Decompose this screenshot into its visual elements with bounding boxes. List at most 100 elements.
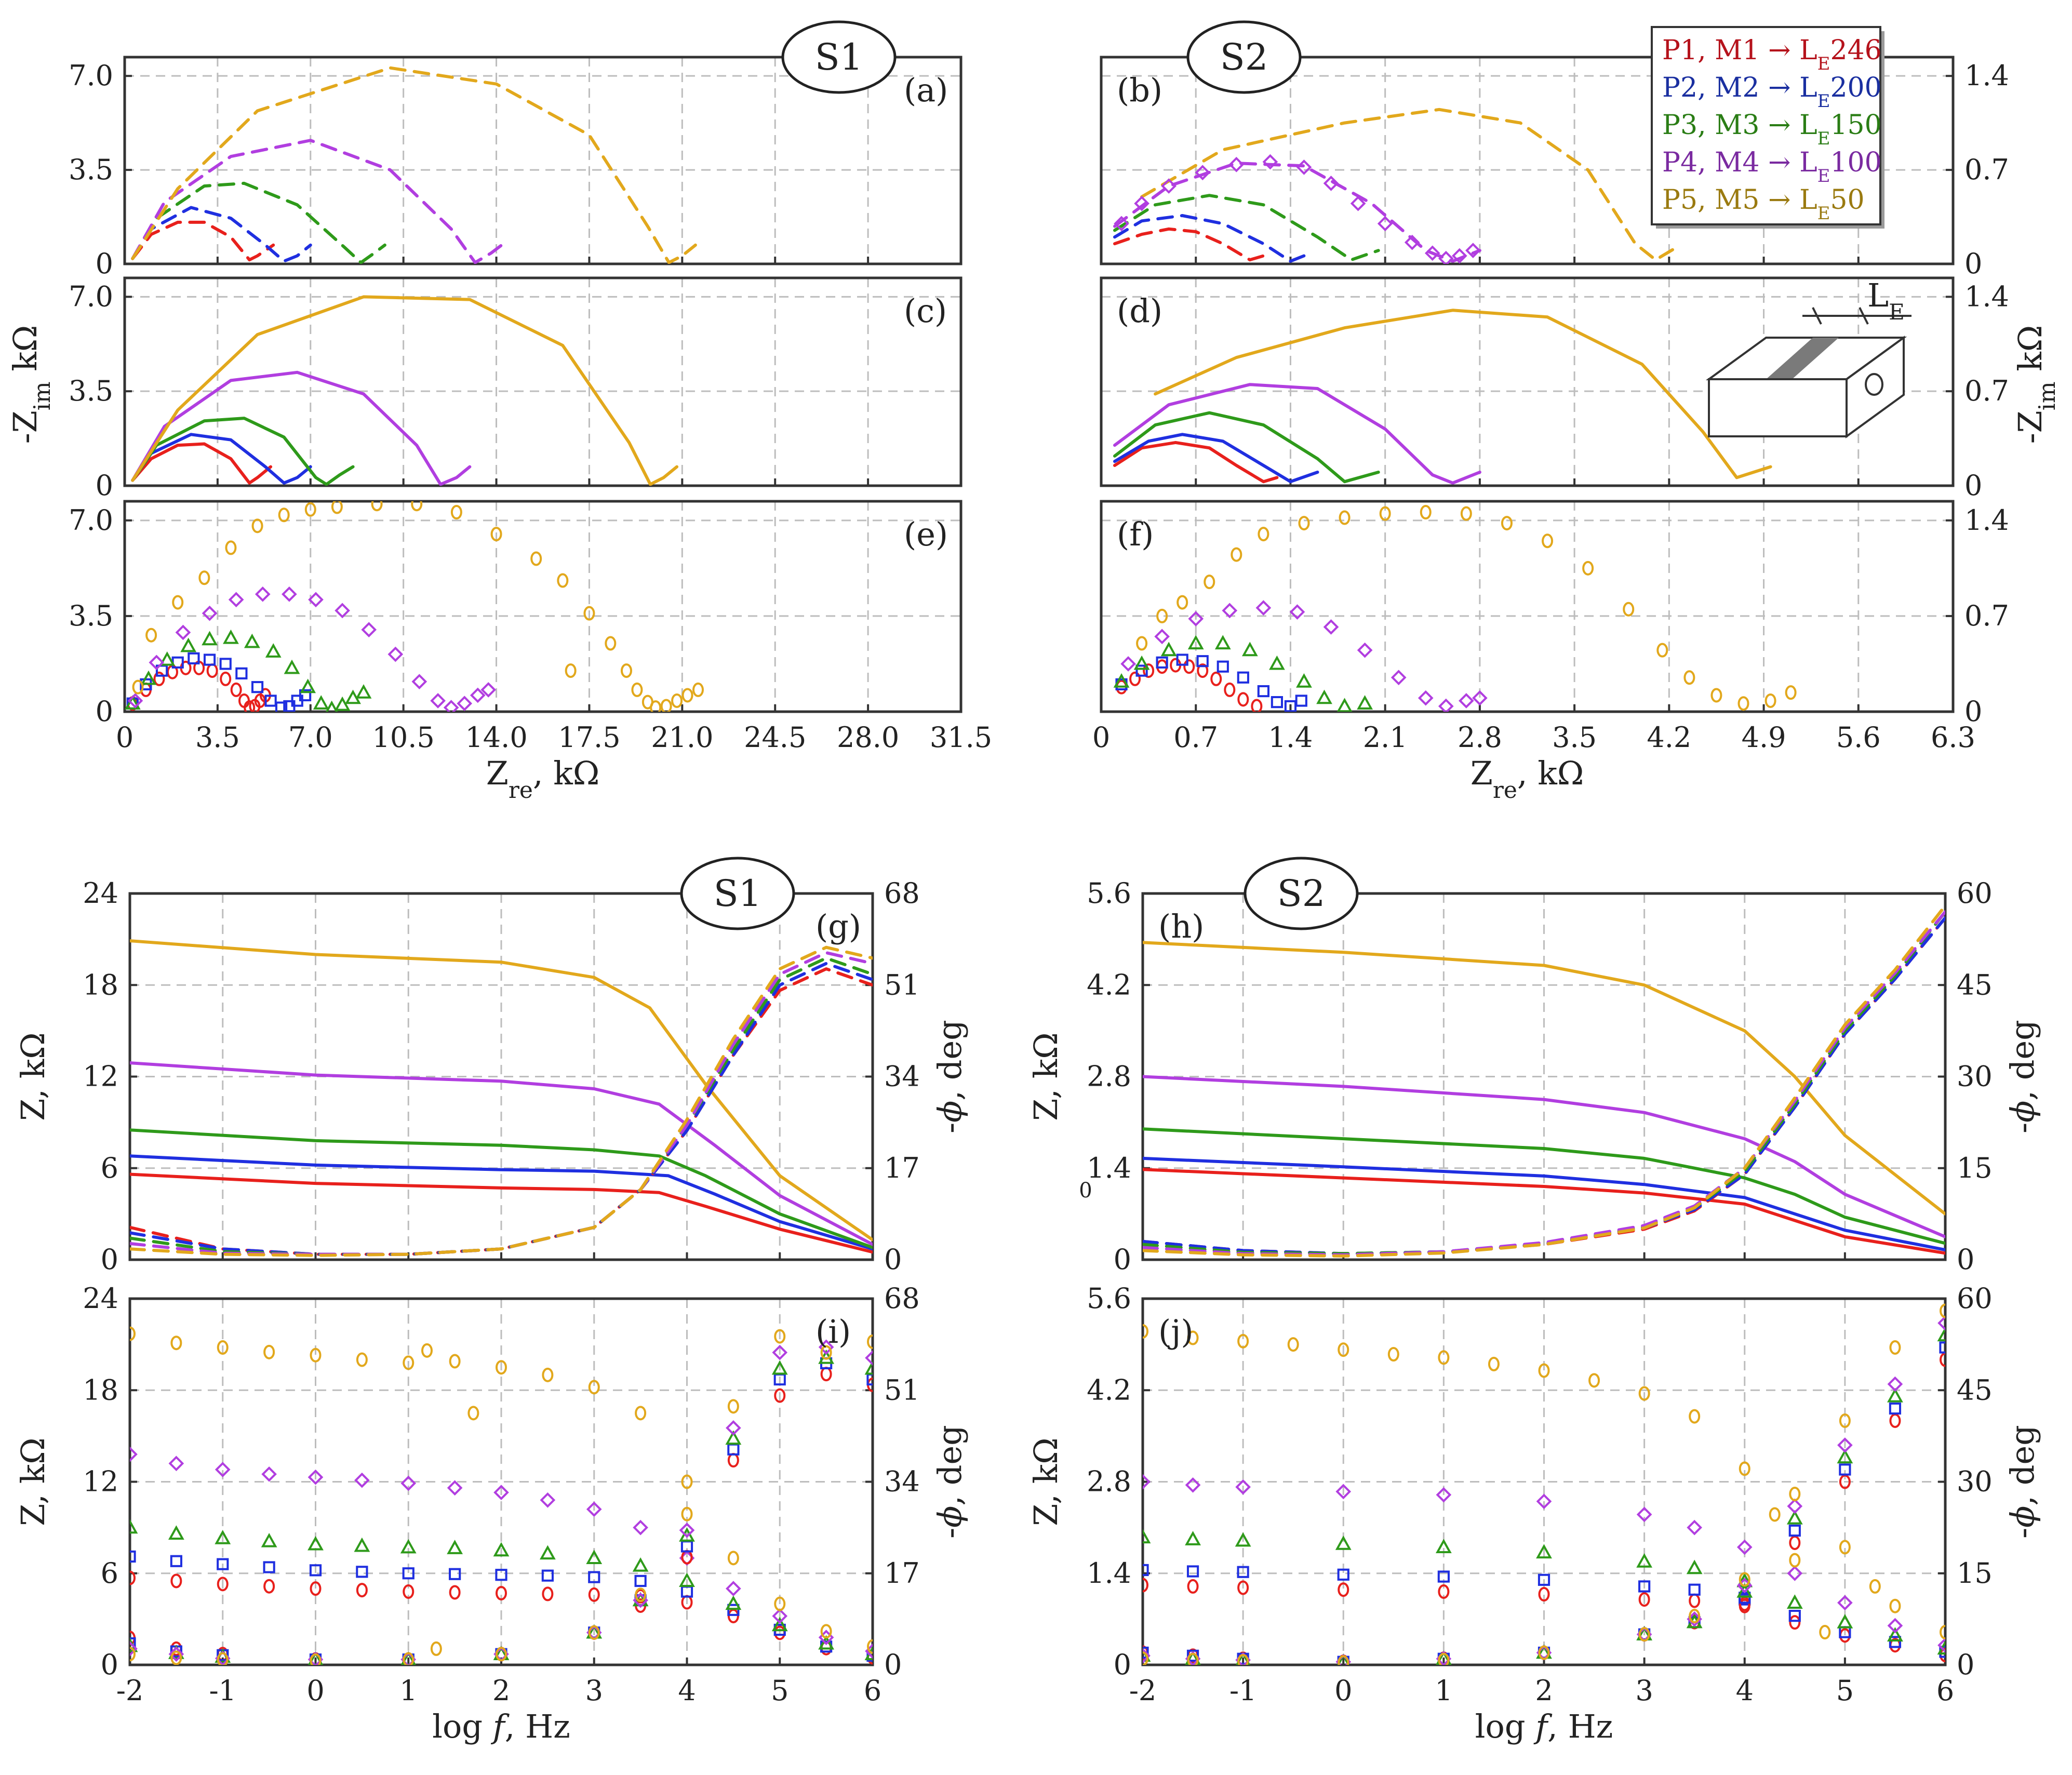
point-i-2-15	[818, 1635, 835, 1650]
point-i-3-1	[168, 1456, 184, 1472]
series-f-3	[1120, 600, 1488, 712]
point-e-2-7	[265, 643, 282, 658]
y2tick-label-f-2: 1.4	[1964, 504, 2009, 537]
y2tick-label-h-4: 60	[1957, 877, 1993, 910]
point-i-2-2	[215, 1530, 231, 1544]
point-i-9-1	[170, 1650, 182, 1665]
point-f-1-2	[1156, 656, 1168, 669]
point-e-4-15	[583, 606, 595, 621]
y2tick-label-h-2: 30	[1957, 1060, 1993, 1093]
series-h-4	[1143, 941, 1945, 1216]
point-f-1-10	[1295, 695, 1307, 707]
point-e-2-14	[355, 684, 372, 699]
point-e-4-20	[650, 700, 662, 712]
ytick-label-g-3: 18	[83, 968, 118, 1001]
point-e-3-5	[255, 586, 271, 602]
point-i-8-9	[726, 1420, 741, 1436]
point-i-2-1	[168, 1525, 184, 1540]
point-f-4-16	[1683, 670, 1695, 685]
point-j-8-9	[1787, 1498, 1803, 1514]
panels: 0 3.5 7.0 (a) S1 0 0.7 1.4 (b) S2 0 3.5 7.0 (c) 0 0.7 1.…	[6, 20, 2061, 1745]
plot-area-j	[1143, 1303, 1945, 1665]
frame-e	[123, 500, 963, 713]
point-i-3-5	[354, 1472, 370, 1488]
marker-b-11	[1424, 245, 1440, 261]
point-j-4-7	[1488, 1356, 1500, 1371]
panel-label-b: (b)	[1117, 71, 1162, 109]
point-e-0-8	[230, 682, 242, 697]
point-j-3-11	[1887, 1618, 1903, 1634]
point-j-1-7	[1688, 1583, 1701, 1596]
point-e-3-16	[480, 682, 497, 698]
xtick-label-j-0: -2	[1129, 1674, 1157, 1707]
frame-c	[123, 276, 963, 487]
point-i-2-5	[354, 1537, 370, 1552]
probe-icon	[1865, 373, 1883, 396]
point-e-2-6	[244, 633, 260, 648]
point-j-9-2	[1237, 1653, 1249, 1665]
point-e-1-6	[219, 658, 232, 670]
point-j-0-1	[1187, 1579, 1199, 1594]
point-i-0-6	[403, 1584, 415, 1599]
series-c-1	[131, 433, 312, 485]
point-i-4-2	[217, 1340, 229, 1355]
point-j-4-18	[1889, 1598, 1901, 1613]
frame-f	[1100, 500, 1955, 713]
point-f-4-18	[1737, 696, 1749, 711]
series-a-2	[131, 181, 386, 264]
point-f-4-20	[1785, 685, 1797, 700]
ytick-label-g-4: 24	[83, 877, 118, 910]
legend-entry-3: P3, M3 → LE150	[1662, 110, 1882, 149]
y2tick-label-j-3: 45	[1957, 1373, 1993, 1406]
point-f-4-1	[1156, 608, 1168, 623]
point-e-3-15	[470, 687, 486, 703]
dimension-tick-right	[1859, 307, 1869, 325]
point-e-3-0	[127, 693, 143, 709]
point-j-4-2	[1237, 1333, 1249, 1349]
legend-entry-1: P1, M1 → LE246	[1662, 35, 1882, 74]
series-a-4	[131, 66, 697, 264]
series-c-3	[131, 370, 472, 486]
xtick-label-e-2: 7.0	[288, 721, 333, 754]
ytick-label-i-2: 12	[83, 1465, 118, 1498]
point-j-3-1	[1185, 1477, 1201, 1493]
point-i-1-2	[217, 1558, 229, 1570]
point-e-3-1	[149, 655, 165, 671]
point-j-2-5	[1536, 1544, 1552, 1559]
y2tick-label-j-2: 30	[1957, 1465, 1993, 1498]
point-j-0-0	[1143, 1578, 1148, 1593]
panel-d: 0 0.7 1.4 (d)	[1100, 276, 2009, 502]
legend-entry-2: P2, M2 → LE200	[1662, 72, 1882, 112]
frame-a	[123, 56, 963, 265]
point-e-3-4	[228, 592, 244, 608]
point-j-1-11	[1889, 1636, 1902, 1648]
point-f-3-5	[1289, 604, 1305, 620]
badge-g: S1	[680, 857, 795, 930]
point-e-3-3	[202, 605, 218, 621]
markers-b	[1114, 154, 1481, 264]
point-f-1-4	[1196, 655, 1209, 668]
point-i-4-8	[449, 1354, 461, 1369]
point-e-0-7	[220, 671, 232, 686]
point-e-2-2	[159, 651, 176, 666]
series-b-2	[1113, 194, 1380, 262]
badge-ellipse-g	[680, 857, 795, 930]
point-i-1-4	[309, 1564, 322, 1577]
series-g-2	[130, 1128, 873, 1249]
panel-a: 0 3.5 7.0 (a) S1	[69, 20, 963, 280]
point-f-2-2	[1160, 642, 1177, 657]
plot-area-c	[131, 295, 679, 486]
ytick-label-g-0: 0	[101, 1243, 118, 1276]
y2tick-label-g-2: 34	[884, 1060, 920, 1093]
point-j-1-1	[1186, 1565, 1199, 1578]
series-d-3	[1113, 383, 1481, 485]
point-i-5-9	[727, 1453, 739, 1468]
point-f-3-11	[1459, 693, 1474, 709]
point-f-4-10	[1460, 506, 1472, 521]
point-e-2-3	[180, 637, 197, 652]
point-i-7-10	[771, 1360, 788, 1375]
point-e-1-8	[251, 681, 264, 693]
point-i-0-2	[217, 1577, 229, 1592]
point-i-2-3	[261, 1532, 277, 1547]
point-j-7-12	[1937, 1327, 1945, 1342]
